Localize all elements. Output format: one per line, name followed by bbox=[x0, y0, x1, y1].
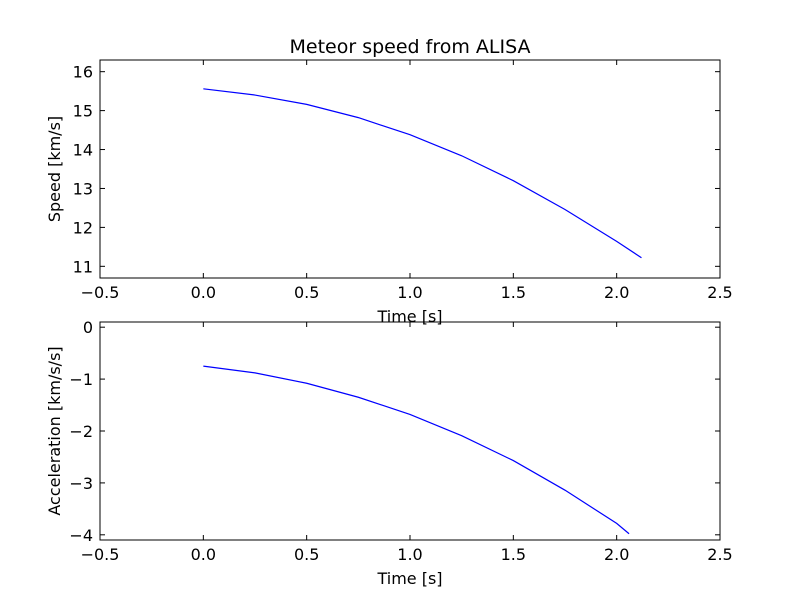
x-tick-label: 0.0 bbox=[191, 283, 216, 302]
y-tick-label: 14 bbox=[73, 141, 93, 160]
series-line-1 bbox=[203, 88, 642, 259]
subplot-2: −0.5 0.0 0.5 1.0 1.5 2.0 2.5 0 −1 −2 −3 −4 Time [s] A… bbox=[45, 318, 733, 588]
x-tick-label: −0.5 bbox=[81, 283, 120, 302]
y-tick-label: −2 bbox=[69, 422, 93, 441]
x-tick-label: 2.0 bbox=[604, 545, 629, 564]
x-tick-label: 2.5 bbox=[707, 283, 732, 302]
series-line-1 bbox=[203, 365, 630, 535]
x-tick-label: 1.5 bbox=[501, 545, 526, 564]
y-tick-label: 15 bbox=[73, 102, 93, 121]
y-tick-label: 13 bbox=[73, 179, 93, 198]
x-tick-label: 0.5 bbox=[294, 283, 319, 302]
y-tick-label: 0 bbox=[83, 318, 93, 337]
y-tick-label: −3 bbox=[69, 474, 93, 493]
x-tick-label: 2.5 bbox=[707, 545, 732, 564]
y-tick-label: −4 bbox=[69, 526, 93, 545]
subplot-1: −0.5 0.0 0.5 1.0 1.5 2.0 2.5 11 12 13 14 15 16 Time [… bbox=[45, 36, 733, 326]
y-tick-label: 12 bbox=[73, 218, 93, 237]
x-tick-label: 0.5 bbox=[294, 545, 319, 564]
x-tick-label: −0.5 bbox=[81, 545, 120, 564]
y-tick-label: 11 bbox=[73, 257, 93, 276]
y-axis-label: Acceleration [km/s/s] bbox=[45, 346, 64, 515]
x-axis-label: Time [s] bbox=[376, 569, 442, 588]
x-tick-label: 1.0 bbox=[397, 283, 422, 302]
y-tick-label: −1 bbox=[69, 370, 93, 389]
x-axis-label: Time [s] bbox=[376, 307, 442, 326]
y-tick-label: 16 bbox=[73, 63, 93, 82]
plots: −0.5 0.0 0.5 1.0 1.5 2.0 2.5 11 12 13 14 15 16 Time [… bbox=[45, 36, 733, 588]
x-tick-label: 0.0 bbox=[191, 545, 216, 564]
y-axis-label: Speed [km/s] bbox=[45, 116, 64, 222]
chart-title: Meteor speed from ALISA bbox=[290, 36, 531, 58]
x-tick-label: 1.0 bbox=[397, 545, 422, 564]
x-tick-label: 1.5 bbox=[501, 283, 526, 302]
x-tick-label: 2.0 bbox=[604, 283, 629, 302]
